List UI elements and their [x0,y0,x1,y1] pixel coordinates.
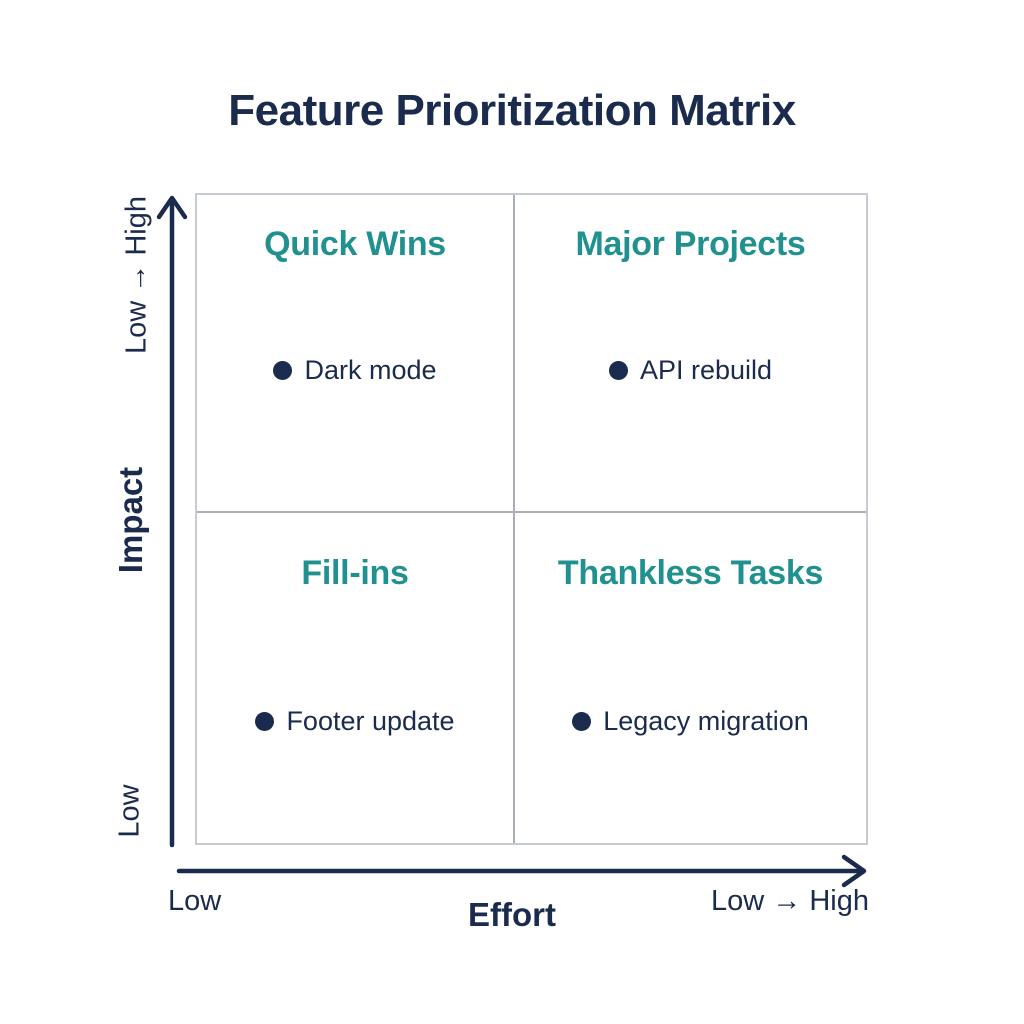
quadrant-major-projects: Major Projects API rebuild [515,195,866,513]
matrix-item-label: Dark mode [304,355,437,385]
matrix-item-label: Legacy migration [603,706,809,736]
matrix-item: Footer update [197,706,513,737]
bullet-dot-icon [608,361,628,380]
bullet-dot-icon [273,361,293,380]
quadrant-fill-ins: Fill-ins Footer update [197,513,515,843]
bullet-dot-icon [572,712,592,731]
y-axis-title: Impact [112,466,149,574]
bullet-dot-icon [255,712,275,731]
y-axis-range-label: Low → High [120,196,153,354]
quadrant-heading: Quick Wins [264,225,446,263]
matrix-item: Legacy migration [515,706,866,737]
quadrant-quick-wins: Quick Wins Dark mode [197,195,515,513]
matrix-item: Dark mode [197,355,513,386]
quadrant-heading: Major Projects [575,225,806,263]
y-axis-low-label: Low [113,784,146,838]
matrix-item: API rebuild [515,355,866,386]
matrix-grid: Quick Wins Dark mode Major Projects API … [195,193,868,845]
quadrant-thankless-tasks: Thankless Tasks Legacy migration [515,513,866,843]
page-title: Feature Prioritization Matrix [228,86,796,135]
matrix-item-label: API rebuild [639,355,773,385]
x-axis-range-label: Low → High [711,885,869,917]
y-axis-arrow-icon [156,195,188,848]
quadrant-heading: Fill-ins [301,554,409,592]
matrix-item-label: Footer update [286,706,455,736]
quadrant-heading: Thankless Tasks [557,554,824,592]
x-axis-arrow-icon [176,854,867,888]
x-axis-title: Effort [468,896,556,933]
x-axis-low-label: Low [168,885,222,917]
